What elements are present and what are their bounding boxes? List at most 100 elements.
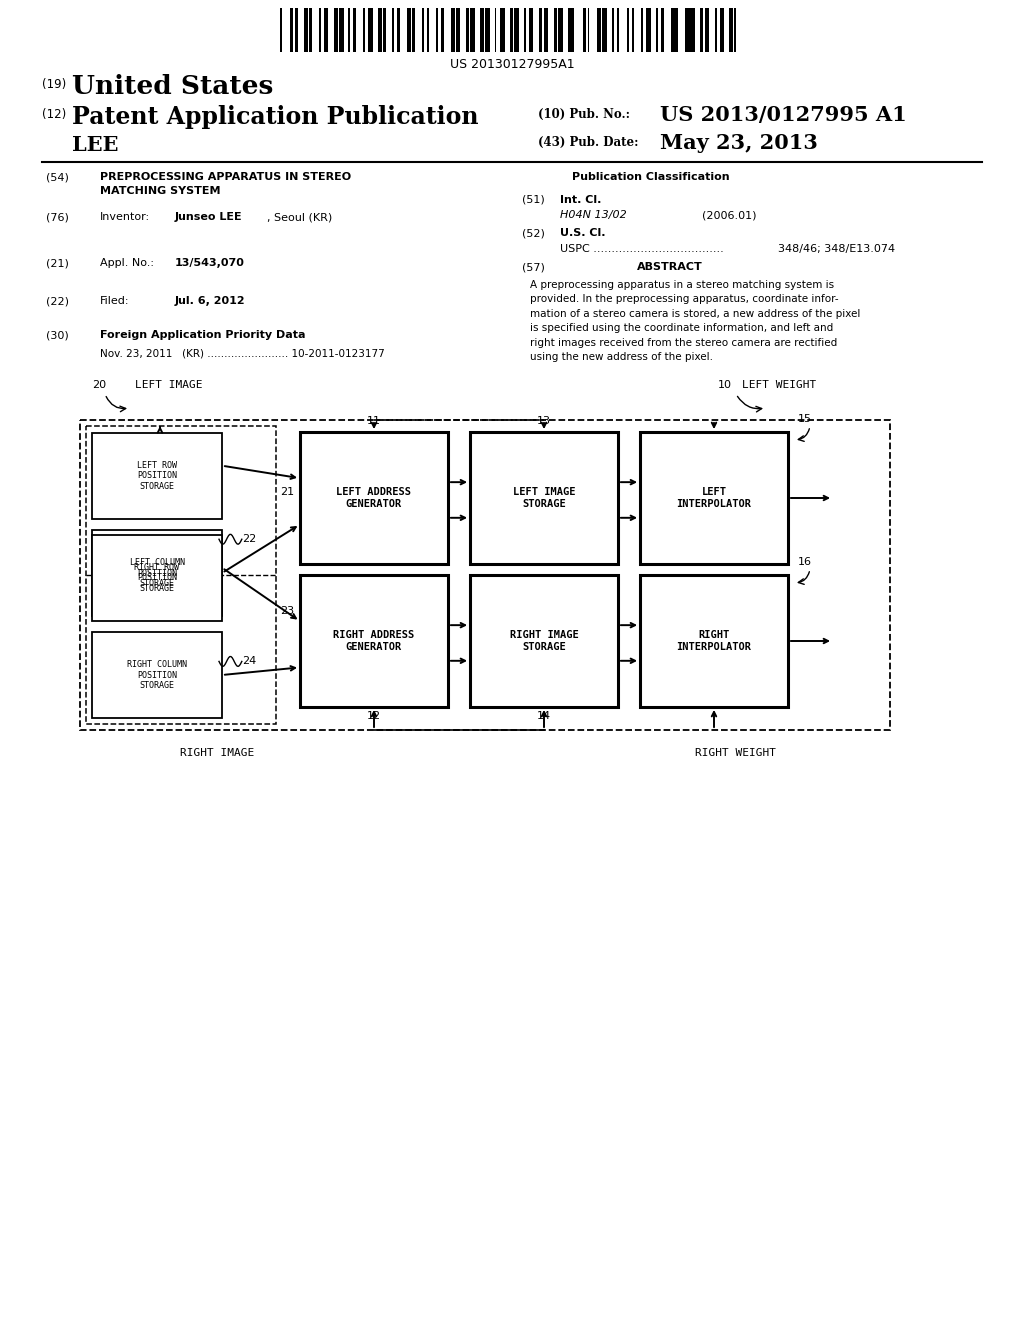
- Bar: [700, 8, 703, 51]
- Text: 22: 22: [242, 535, 256, 544]
- Bar: [656, 8, 657, 51]
- Bar: [441, 8, 444, 51]
- Text: (22): (22): [46, 296, 69, 306]
- Bar: [539, 8, 542, 51]
- Bar: [280, 8, 282, 51]
- Text: LEFT ROW
POSITION
STORAGE: LEFT ROW POSITION STORAGE: [137, 461, 177, 491]
- Bar: [617, 8, 620, 51]
- Text: LEFT ADDRESS
GENERATOR: LEFT ADDRESS GENERATOR: [337, 487, 412, 508]
- Bar: [300, 576, 449, 708]
- Bar: [529, 8, 534, 51]
- Bar: [470, 432, 618, 564]
- Text: (12): (12): [42, 108, 67, 121]
- Text: (43) Pub. Date:: (43) Pub. Date:: [538, 136, 639, 149]
- Bar: [583, 8, 586, 51]
- Bar: [676, 8, 678, 51]
- Bar: [510, 8, 513, 51]
- Text: May 23, 2013: May 23, 2013: [660, 133, 818, 153]
- Text: LEFT WEIGHT: LEFT WEIGHT: [742, 380, 816, 389]
- Bar: [295, 8, 298, 51]
- Text: Appl. No.:: Appl. No.:: [100, 257, 154, 268]
- Text: LEFT IMAGE
STORAGE: LEFT IMAGE STORAGE: [513, 487, 575, 508]
- Text: Int. Cl.: Int. Cl.: [560, 195, 601, 205]
- Bar: [456, 8, 461, 51]
- Bar: [92, 531, 222, 616]
- Bar: [364, 8, 366, 51]
- Bar: [378, 8, 382, 51]
- Bar: [715, 8, 717, 51]
- Text: 13: 13: [537, 416, 551, 426]
- Bar: [646, 8, 651, 51]
- Bar: [348, 8, 350, 51]
- Text: H04N 13/02: H04N 13/02: [560, 210, 627, 220]
- Text: US 2013/0127995 A1: US 2013/0127995 A1: [660, 106, 906, 125]
- Bar: [671, 8, 676, 51]
- Text: (2006.01): (2006.01): [702, 210, 757, 220]
- Text: Junseo LEE: Junseo LEE: [175, 213, 243, 222]
- Text: RIGHT WEIGHT: RIGHT WEIGHT: [695, 748, 776, 758]
- Text: US 20130127995A1: US 20130127995A1: [450, 58, 574, 71]
- Bar: [495, 8, 497, 51]
- Text: RIGHT ADDRESS
GENERATOR: RIGHT ADDRESS GENERATOR: [334, 630, 415, 652]
- Text: (76): (76): [46, 213, 69, 222]
- Bar: [92, 433, 222, 519]
- Bar: [734, 8, 736, 51]
- Bar: [427, 8, 429, 51]
- Bar: [640, 576, 788, 708]
- Text: (51): (51): [522, 195, 545, 205]
- Text: LEE: LEE: [72, 135, 119, 154]
- Text: 13/543,070: 13/543,070: [175, 257, 245, 268]
- Bar: [573, 8, 574, 51]
- Text: (30): (30): [46, 330, 69, 341]
- Bar: [300, 432, 449, 564]
- Bar: [407, 8, 412, 51]
- Text: 23: 23: [280, 606, 294, 615]
- Bar: [436, 8, 438, 51]
- Bar: [597, 8, 601, 51]
- Bar: [470, 576, 618, 708]
- Bar: [92, 632, 222, 718]
- Text: RIGHT
INTERPOLATOR: RIGHT INTERPOLATOR: [677, 630, 752, 652]
- Bar: [632, 8, 634, 51]
- Text: RIGHT COLUMN
POSITION
STORAGE: RIGHT COLUMN POSITION STORAGE: [127, 660, 187, 690]
- Text: Publication Classification: Publication Classification: [572, 172, 730, 182]
- Bar: [86, 426, 276, 723]
- Bar: [92, 535, 222, 620]
- Bar: [397, 8, 399, 51]
- Bar: [480, 8, 484, 51]
- Text: U.S. Cl.: U.S. Cl.: [560, 228, 605, 238]
- Text: 14: 14: [537, 711, 551, 721]
- Bar: [558, 8, 562, 51]
- Text: RIGHT IMAGE
STORAGE: RIGHT IMAGE STORAGE: [510, 630, 579, 652]
- Text: ABSTRACT: ABSTRACT: [637, 261, 702, 272]
- Bar: [544, 8, 549, 51]
- Text: Inventor:: Inventor:: [100, 213, 151, 222]
- Text: 15: 15: [798, 414, 812, 424]
- Bar: [319, 8, 321, 51]
- Text: (57): (57): [522, 261, 545, 272]
- Text: LEFT COLUMN
POSITION
STORAGE: LEFT COLUMN POSITION STORAGE: [129, 558, 184, 587]
- Text: 12: 12: [367, 711, 381, 721]
- Bar: [612, 8, 614, 51]
- Text: United States: United States: [72, 74, 273, 99]
- Text: (10) Pub. No.:: (10) Pub. No.:: [538, 108, 630, 121]
- Bar: [470, 8, 475, 51]
- Text: LEFT IMAGE: LEFT IMAGE: [135, 380, 203, 389]
- Bar: [451, 8, 456, 51]
- Text: Patent Application Publication: Patent Application Publication: [72, 106, 478, 129]
- Bar: [729, 8, 733, 51]
- Text: 16: 16: [798, 557, 812, 568]
- Text: 20: 20: [92, 380, 106, 389]
- Bar: [500, 8, 505, 51]
- Text: Jul. 6, 2012: Jul. 6, 2012: [175, 296, 246, 306]
- Text: Nov. 23, 2011   (KR) ........................ 10-2011-0123177: Nov. 23, 2011 (KR) .....................…: [100, 348, 385, 358]
- Text: (21): (21): [46, 257, 69, 268]
- Bar: [368, 8, 373, 51]
- Text: USPC ....................................: USPC ...................................…: [560, 244, 724, 253]
- Bar: [334, 8, 338, 51]
- Bar: [602, 8, 607, 51]
- Text: RIGHT ROW
POSITION
STORAGE: RIGHT ROW POSITION STORAGE: [134, 564, 179, 593]
- Bar: [383, 8, 386, 51]
- Bar: [524, 8, 526, 51]
- Bar: [422, 8, 424, 51]
